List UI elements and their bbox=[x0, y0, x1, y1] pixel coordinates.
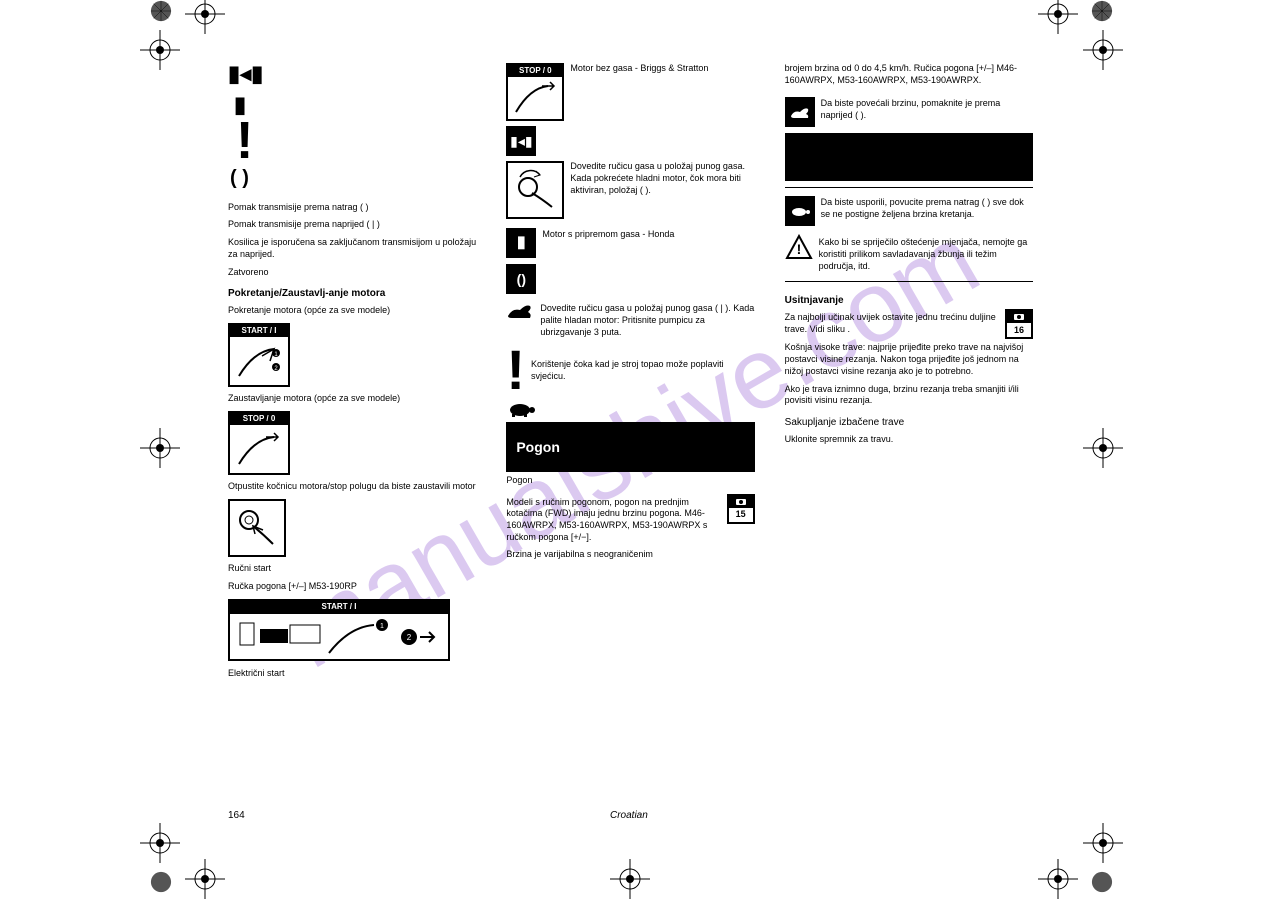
crop-mark-bc bbox=[610, 859, 650, 899]
col1-text-7: Otpustite kočnicu motora/stop polugu da … bbox=[228, 481, 476, 493]
crop-mark-rm bbox=[1083, 428, 1123, 468]
column-3: brojem brzina od 0 do 4,5 km/h. Ručica p… bbox=[785, 60, 1033, 833]
divider-1 bbox=[785, 187, 1033, 188]
symbol-fwd-icon: ▮ bbox=[506, 228, 536, 258]
manual-start-icon bbox=[228, 499, 286, 557]
col3-text-4: Kako bi se spriječilo oštećenje mjenjača… bbox=[819, 237, 1033, 272]
closed-icon: ( ) bbox=[230, 165, 249, 191]
transmission-back-icon: ▮◂▮ bbox=[228, 60, 263, 89]
svg-text:1: 1 bbox=[380, 623, 384, 630]
crop-mark-br2 bbox=[1038, 859, 1078, 899]
crop-mark-r1 bbox=[1083, 30, 1123, 70]
symbol-closed-icon: () bbox=[506, 264, 536, 294]
divider-2 bbox=[785, 281, 1033, 282]
crop-sunburst-br bbox=[1091, 871, 1113, 893]
crop-sunburst-tl bbox=[150, 0, 172, 22]
col1-text-9: Ručka pogona [+/–] M53-190RP bbox=[228, 581, 476, 593]
estart-label: START / I bbox=[230, 601, 448, 613]
col3-text-8: Sakupljanje izbačene trave bbox=[785, 416, 1033, 429]
col3-text-5: Za najbolji učinak uvijek ostavite jednu… bbox=[785, 312, 999, 335]
crop-mark-tr bbox=[1038, 0, 1078, 34]
pogon-heading-text: Pogon bbox=[516, 438, 560, 456]
rabbit-icon bbox=[506, 300, 534, 326]
col1-text-8: Ručni start bbox=[228, 563, 476, 575]
crop-sunburst-bl bbox=[150, 871, 172, 893]
electric-start-icon: START / I 1 2 bbox=[228, 599, 450, 661]
crop-sunburst-tr bbox=[1091, 0, 1113, 22]
stop-lever-icon: STOP / 0 bbox=[228, 411, 290, 475]
col3-text-7: Ako je trava iznimno duga, brzinu rezanj… bbox=[785, 384, 1033, 407]
stop-label: STOP / 0 bbox=[230, 413, 288, 425]
column-2: STOP / 0 ▮◂▮ Motor bez gasa - Briggs & S… bbox=[506, 60, 754, 833]
crop-mark-tl bbox=[185, 0, 225, 34]
black-bar-col3 bbox=[785, 133, 1033, 181]
warning-triangle-icon: ! bbox=[785, 234, 813, 269]
col2-text-6: Pogon bbox=[506, 475, 754, 487]
col1-text-10: Električni start bbox=[228, 668, 476, 680]
col2-text-8: Brzina je varijabilna s neograničenim bbox=[506, 549, 754, 561]
crop-mark-bl2 bbox=[185, 859, 225, 899]
exclamation-icon-2: ! bbox=[506, 345, 525, 395]
camera-ref-icon-1: 15 bbox=[727, 494, 755, 524]
col1-text-1: Pomak transmisije prema natrag ( ) bbox=[228, 202, 476, 214]
svg-text:2: 2 bbox=[407, 633, 412, 642]
start-lever-icon: START / I 12 bbox=[228, 323, 290, 387]
camera-num-2: 16 bbox=[1007, 323, 1031, 337]
column-1: ▮◂▮ ▮ ! ( ) Pomak transmisije prema natr… bbox=[228, 60, 476, 833]
startup-heading: Pokretanje/Zaustavlj-anje motora bbox=[228, 287, 476, 300]
col3-text-2: Da biste povećali brzinu, pomaknite je p… bbox=[821, 98, 1033, 121]
crop-mark-bl bbox=[140, 823, 180, 863]
crop-mark-br bbox=[1083, 823, 1123, 863]
wheel-pull-icon bbox=[506, 161, 564, 219]
col1-text-3: Kosilica je isporučena sa zaključanom tr… bbox=[228, 237, 476, 260]
svg-text:!: ! bbox=[796, 241, 801, 257]
turtle-square-icon bbox=[785, 196, 815, 226]
symbol-back-icon: ▮◂▮ bbox=[506, 126, 536, 156]
turtle-icon bbox=[506, 400, 536, 422]
col1-text-4: Zatvoreno bbox=[228, 267, 476, 279]
page-content: ▮◂▮ ▮ ! ( ) Pomak transmisije prema natr… bbox=[228, 60, 1033, 833]
stop-label-2: STOP / 0 bbox=[508, 65, 562, 77]
col2-text-7: Modeli s ručnim pogonom, pogon na prednj… bbox=[506, 497, 720, 544]
col2-text-1: Motor bez gasa - Briggs & Stratton bbox=[570, 63, 754, 75]
col2-text-5: Korištenje čoka kad je stroj topao može … bbox=[531, 359, 755, 382]
exclamation-icon: ! bbox=[236, 121, 253, 163]
col1-text-5: Pokretanje motora (opće za sve modele) bbox=[228, 305, 476, 317]
col3-text-9: Uklonite spremnik za travu. bbox=[785, 434, 1033, 446]
camera-ref-icon-2: 16 bbox=[1005, 309, 1033, 339]
start-label: START / I bbox=[230, 325, 288, 337]
col2-text-3: Motor s pripremom gasa - Honda bbox=[542, 229, 754, 241]
crop-mark-lm bbox=[140, 428, 180, 468]
usitnjavanje-heading: Usitnjavanje bbox=[785, 294, 1033, 307]
rabbit-square-icon bbox=[785, 97, 815, 127]
col1-text-2: Pomak transmisije prema naprijed ( | ) bbox=[228, 219, 476, 231]
col2-text-2: Dovedite ručicu gasa u položaj punog gas… bbox=[570, 161, 754, 196]
col3-text-6: Košnja visoke trave: najprije prijeđite … bbox=[785, 342, 1033, 377]
col1-text-6: Zaustavljanje motora (opće za sve modele… bbox=[228, 393, 476, 405]
crop-mark-l1 bbox=[140, 30, 180, 70]
col3-text-1: brojem brzina od 0 do 4,5 km/h. Ručica p… bbox=[785, 63, 1033, 86]
pogon-heading-bar: Pogon bbox=[506, 422, 754, 472]
col2-text-4: Dovedite ručicu gasa u položaj punog gas… bbox=[540, 303, 754, 338]
camera-num-1: 15 bbox=[729, 508, 753, 522]
col3-text-3: Da biste usporili, povucite prema natrag… bbox=[821, 197, 1033, 220]
stop-lever-icon-2: STOP / 0 bbox=[506, 63, 564, 121]
